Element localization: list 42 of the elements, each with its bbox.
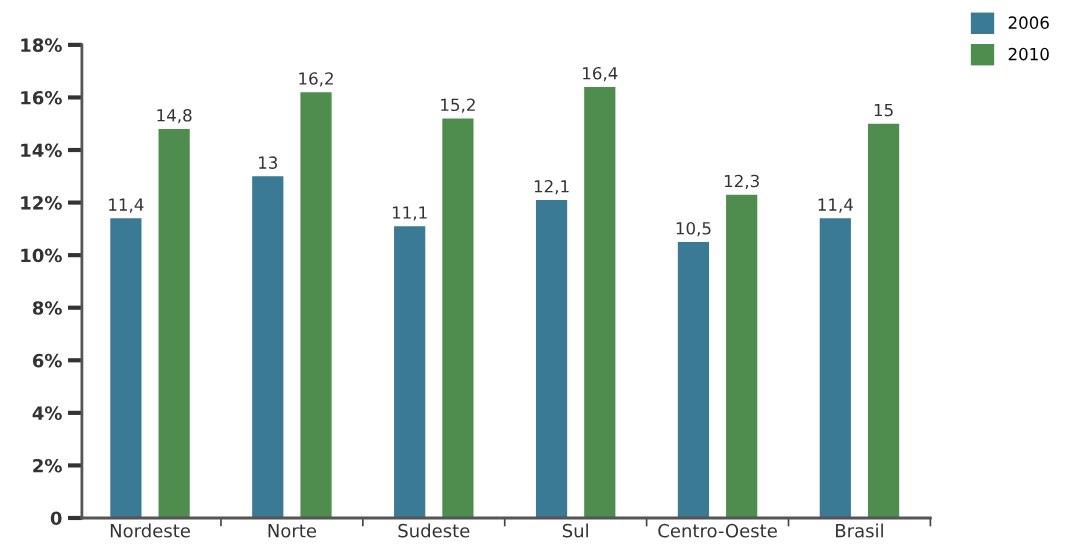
y-tick-label: 12%	[21, 196, 62, 210]
data-label: 15,2	[441, 98, 475, 113]
y-tick-label: 10%	[21, 248, 62, 263]
bar	[584, 86, 616, 518]
y-tick-label: 4%	[32, 406, 62, 420]
data-label: 15	[874, 103, 893, 117]
bar	[442, 118, 474, 518]
bar	[394, 226, 426, 518]
bar	[110, 218, 142, 518]
data-label: 13	[259, 156, 278, 169]
data-label: 16,2	[299, 72, 333, 87]
y-tick-label: 16%	[21, 90, 62, 105]
y-tick-label: 2%	[33, 458, 62, 473]
data-label: 12,1	[534, 179, 569, 195]
data-label: 12,3	[724, 174, 759, 189]
bar	[726, 194, 758, 518]
legend-label: 2010	[1008, 47, 1049, 61]
bar	[535, 199, 568, 518]
data-label: 16,4	[583, 66, 618, 82]
x-tick-label: Centro-Oeste	[658, 523, 777, 538]
bar	[677, 242, 710, 518]
bar	[867, 123, 900, 518]
data-label: 10,5	[676, 222, 711, 237]
data-label: 11,1	[392, 206, 427, 221]
bar	[300, 92, 332, 518]
y-tick-label: 18%	[21, 38, 62, 52]
y-tick-label: 6%	[32, 353, 62, 368]
x-tick-label: Sul	[562, 523, 588, 538]
x-tick-label: Sudeste	[398, 523, 470, 538]
x-tick-label: Norte	[268, 524, 317, 538]
x-tick-label: Brasil	[836, 523, 883, 538]
x-tick-label: Nordeste	[110, 523, 190, 538]
y-tick-label: 0	[50, 511, 62, 526]
data-label: 14,8	[157, 108, 192, 124]
y-tick-label: 8%	[32, 301, 62, 315]
bar	[158, 128, 190, 518]
bar	[819, 218, 851, 518]
data-label: 11,4	[818, 198, 853, 213]
data-label: 11,4	[109, 198, 144, 213]
legend-label: 2006	[1008, 16, 1049, 29]
bar	[252, 176, 284, 518]
y-tick-label: 14%	[21, 143, 62, 158]
